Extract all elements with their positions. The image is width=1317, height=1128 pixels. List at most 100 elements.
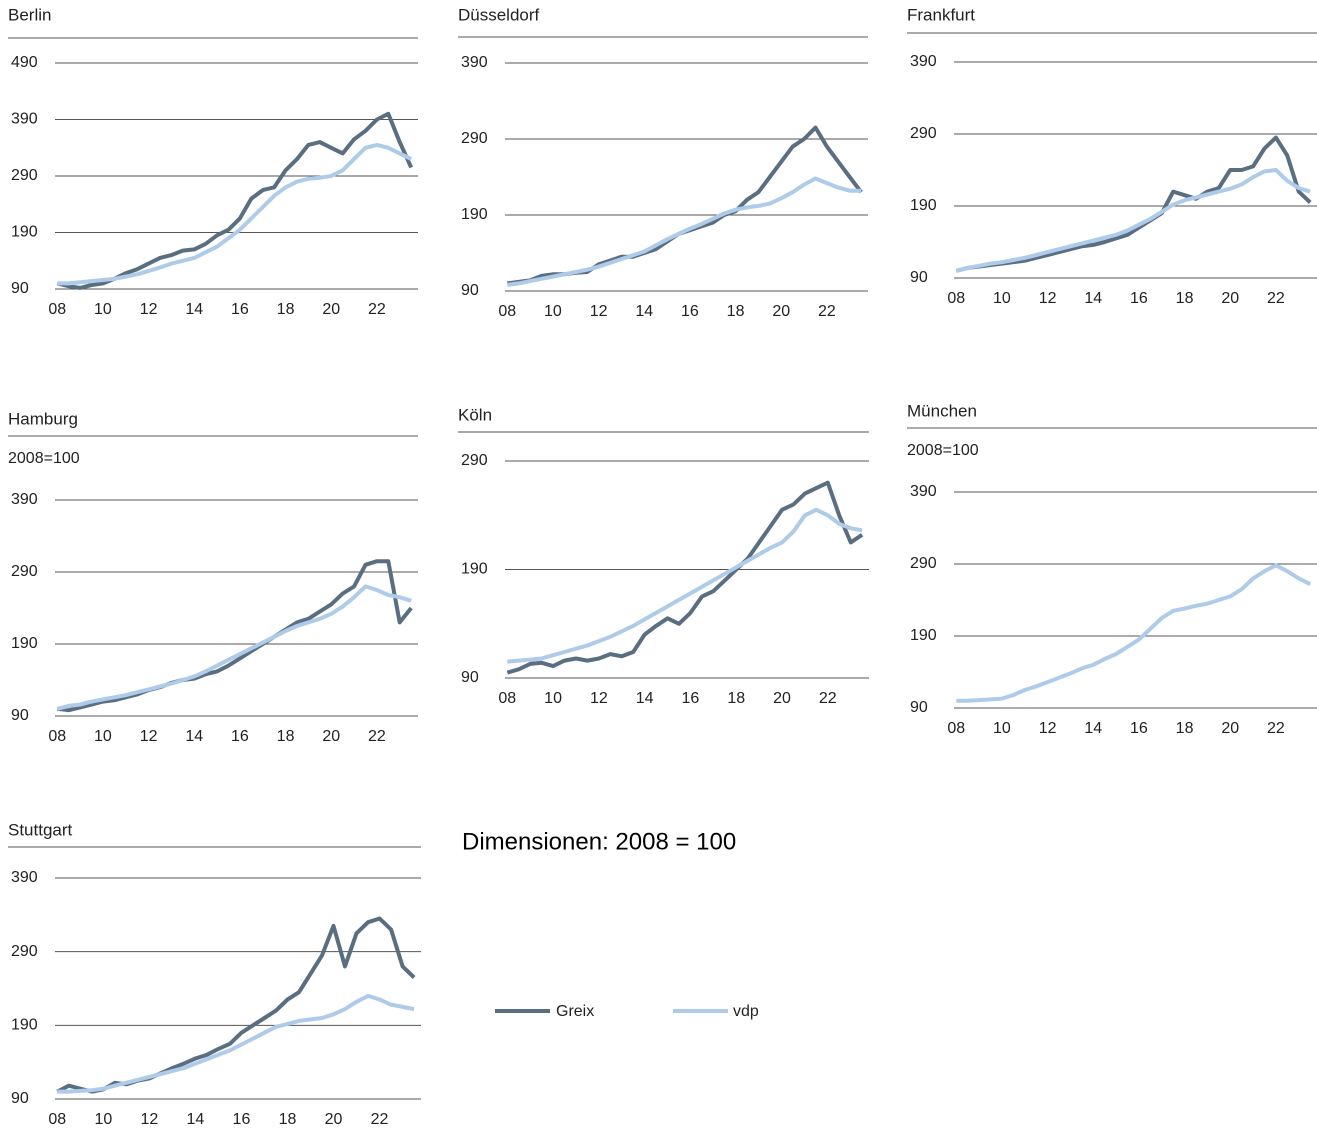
x-tick-label: 14 [635, 303, 653, 320]
x-tick-label: 14 [185, 301, 203, 318]
x-tick-label: 20 [773, 690, 791, 707]
y-tick-label: 390 [910, 53, 937, 70]
y-tick-label: 290 [11, 943, 38, 960]
y-tick-label: 90 [11, 707, 29, 724]
subtitle: 2008=100 [8, 450, 80, 467]
x-tick-label: 16 [682, 690, 700, 707]
y-tick-label: 190 [11, 635, 38, 652]
x-tick-label: 20 [325, 1111, 343, 1128]
x-tick-label: 08 [947, 720, 965, 737]
x-tick-label: 16 [233, 1111, 251, 1128]
series-line [507, 125, 863, 286]
series-line [56, 916, 416, 1094]
y-tick-label: 390 [461, 54, 488, 71]
y-tick-label: 390 [11, 869, 38, 886]
panel-title: Hamburg [8, 409, 78, 428]
x-tick-label: 18 [727, 303, 745, 320]
y-tick-label: 190 [11, 1017, 38, 1034]
x-tick-label: 22 [368, 728, 386, 745]
y-tick-label: 90 [461, 282, 479, 299]
x-tick-label: 18 [279, 1111, 297, 1128]
x-tick-label: 22 [1267, 290, 1285, 307]
series-line [57, 993, 415, 1094]
x-tick-label: 14 [1084, 290, 1102, 307]
x-tick-label: 18 [277, 728, 295, 745]
x-tick-label: 10 [544, 303, 562, 320]
x-tick-label: 12 [590, 303, 608, 320]
x-tick-label: 20 [1221, 720, 1239, 737]
x-tick-label: 22 [1267, 720, 1285, 737]
x-tick-label: 20 [322, 728, 340, 745]
y-tick-label: 390 [910, 483, 937, 500]
x-tick-label: 12 [1039, 290, 1057, 307]
x-tick-label: 18 [727, 690, 745, 707]
x-tick-label: 10 [94, 301, 112, 318]
annotation: Dimensionen: 2008 = 100 [462, 828, 736, 855]
y-tick-label: 290 [11, 167, 38, 184]
x-tick-label: 18 [1176, 290, 1194, 307]
x-tick-label: 18 [1176, 720, 1194, 737]
x-tick-label: 12 [140, 728, 158, 745]
x-tick-label: 16 [1130, 720, 1148, 737]
x-tick-label: 10 [993, 290, 1011, 307]
y-tick-label: 90 [461, 669, 479, 686]
x-tick-label: 10 [993, 720, 1011, 737]
x-tick-label: 16 [231, 301, 249, 318]
panel-title: Berlin [8, 5, 51, 24]
panel-title: München [907, 401, 977, 420]
x-tick-label: 08 [48, 301, 66, 318]
series-line [56, 111, 414, 290]
series-line [955, 135, 1312, 273]
series-line [507, 507, 863, 664]
y-tick-label: 90 [11, 1090, 29, 1107]
subtitle: 2008=100 [907, 442, 979, 459]
x-tick-label: 18 [277, 301, 295, 318]
x-tick-label: 12 [590, 690, 608, 707]
x-tick-label: 08 [947, 290, 965, 307]
panel-title: Köln [458, 405, 492, 424]
x-tick-label: 14 [185, 728, 203, 745]
series-line [57, 142, 413, 286]
y-tick-label: 90 [11, 280, 29, 297]
y-tick-label: 190 [461, 561, 488, 578]
x-tick-label: 10 [94, 728, 112, 745]
y-tick-label: 290 [11, 563, 38, 580]
x-tick-label: 14 [636, 690, 654, 707]
y-tick-label: 290 [461, 130, 488, 147]
x-tick-label: 14 [1084, 720, 1102, 737]
y-tick-label: 390 [11, 111, 38, 128]
y-tick-label: 90 [910, 699, 928, 716]
y-tick-label: 390 [11, 491, 38, 508]
x-tick-label: 12 [140, 1111, 158, 1128]
x-tick-label: 08 [48, 728, 66, 745]
y-tick-label: 90 [910, 269, 928, 286]
x-tick-label: 20 [1221, 290, 1239, 307]
x-tick-label: 22 [818, 303, 836, 320]
series-line [956, 563, 1312, 703]
y-tick-label: 190 [11, 224, 38, 241]
series-line [506, 480, 864, 675]
x-tick-label: 16 [231, 728, 249, 745]
series-line [955, 168, 1311, 273]
x-tick-label: 12 [140, 301, 158, 318]
x-tick-label: 10 [94, 1111, 112, 1128]
x-tick-label: 08 [498, 690, 516, 707]
x-tick-label: 12 [1039, 720, 1057, 737]
x-tick-label: 20 [322, 301, 340, 318]
x-tick-label: 16 [1130, 290, 1148, 307]
series-line [507, 176, 862, 287]
panel-title: Düsseldorf [458, 5, 540, 24]
y-tick-label: 290 [910, 125, 937, 142]
y-tick-label: 190 [910, 197, 937, 214]
x-tick-label: 14 [187, 1111, 205, 1128]
y-tick-label: 290 [910, 555, 937, 572]
x-tick-label: 22 [368, 301, 386, 318]
x-tick-label: 22 [371, 1111, 389, 1128]
y-tick-label: 290 [461, 452, 488, 469]
series-line [57, 559, 413, 713]
panel-title: Stuttgart [8, 820, 73, 839]
x-tick-label: 08 [498, 303, 516, 320]
legend-label: Greix [556, 1003, 594, 1020]
panel-title: Frankfurt [907, 5, 975, 24]
